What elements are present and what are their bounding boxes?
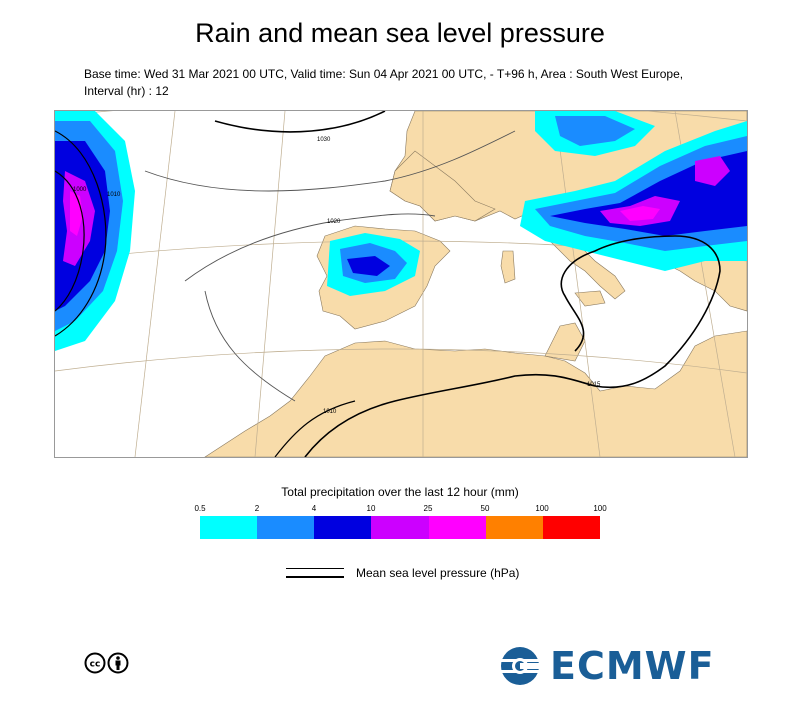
land-north-africa xyxy=(204,330,747,457)
precip-west-cyclone xyxy=(55,111,135,351)
chart-subtitle: Base time: Wed 31 Mar 2021 00 UTC, Valid… xyxy=(84,67,684,98)
map-canvas: 1030 1020 1010 1015 1000 1010 xyxy=(55,111,747,457)
creative-commons-icon: cc xyxy=(84,652,129,674)
isobar-label: 1010 xyxy=(323,409,337,415)
legend-swatch xyxy=(257,516,315,539)
precip-color-bar xyxy=(200,516,600,539)
pressure-legend-lines xyxy=(286,566,344,580)
legend-title: Total precipitation over the last 12 hou… xyxy=(281,485,519,499)
legend-tick: 0.5 xyxy=(194,504,206,513)
precip-central-med xyxy=(520,121,747,271)
isobar-label: 1000 xyxy=(73,187,87,193)
weather-map[interactable]: 1030 1020 1010 1015 1000 1010 xyxy=(54,110,748,458)
precip-iberia xyxy=(327,233,420,296)
ecmwf-logo-icon xyxy=(496,647,544,685)
chart-title: Rain and mean sea level pressure xyxy=(195,18,605,48)
legend-swatch xyxy=(200,516,258,539)
legend-tick: 100 xyxy=(593,504,607,513)
isobars xyxy=(55,111,721,457)
legend-swatch xyxy=(542,516,600,539)
land-france xyxy=(389,150,496,222)
isobar-label: 1020 xyxy=(327,219,341,225)
land-sardinia xyxy=(500,250,516,284)
legend-tick: 10 xyxy=(366,504,376,513)
legend-tick: 2 xyxy=(254,504,260,513)
ecmwf-logo-text: ECMWF xyxy=(550,644,715,688)
legend-swatch xyxy=(314,516,372,539)
legend-tick: 50 xyxy=(480,504,490,513)
pressure-legend: Mean sea level pressure (hPa) xyxy=(286,566,519,580)
ecmwf-logo: ECMWF xyxy=(496,644,715,688)
legend-tick: 100 xyxy=(535,504,549,513)
isobar-label: 1015 xyxy=(587,382,601,388)
isobar-label: 1010 xyxy=(107,192,121,198)
legend-tick: 4 xyxy=(311,504,317,513)
legend-swatch xyxy=(485,516,543,539)
legend-swatch xyxy=(371,516,429,539)
legend-tick: 25 xyxy=(423,504,433,513)
land-tunisia xyxy=(544,322,586,362)
pressure-legend-label: Mean sea level pressure (hPa) xyxy=(356,566,520,580)
legend-swatch xyxy=(428,516,486,539)
isobar-labels: 1030 1020 1010 1015 1000 1010 xyxy=(73,137,601,415)
svg-text:cc: cc xyxy=(90,660,101,670)
isobar-label: 1030 xyxy=(317,137,331,143)
precip-north xyxy=(535,111,655,156)
land-sicily xyxy=(574,290,606,307)
